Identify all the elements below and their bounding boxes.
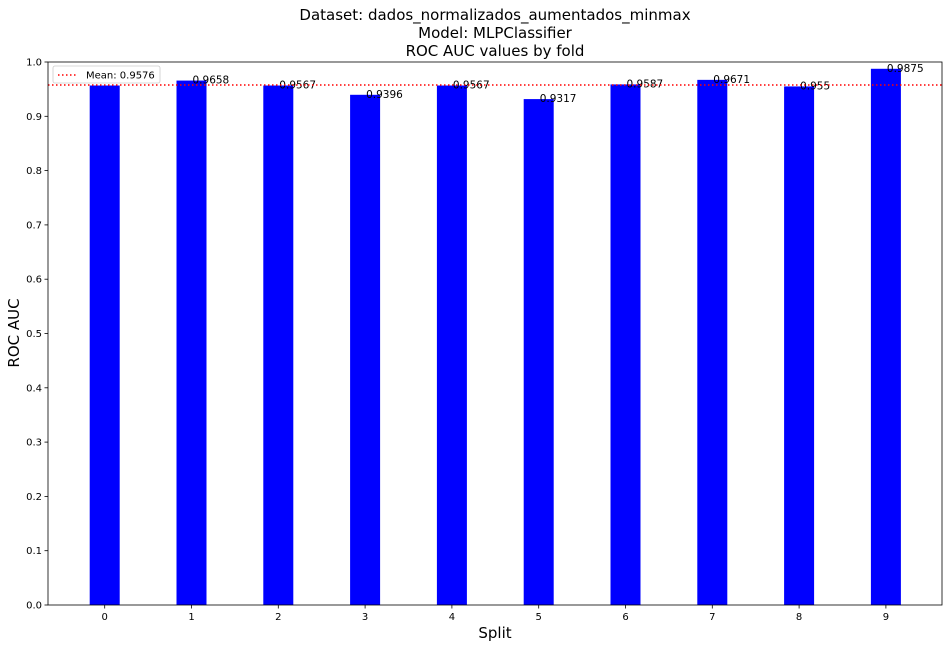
x-tick-label-3: 3 xyxy=(362,612,368,623)
x-tick-label-8: 8 xyxy=(796,612,802,623)
chart-title: Dataset: dados_normalizados_aumentados_m… xyxy=(299,6,690,60)
data-label-split-4: 0.9567 xyxy=(453,80,490,92)
y-tick-label-0.1: 0.1 xyxy=(26,546,42,557)
legend: Mean: 0.9576 xyxy=(52,65,161,84)
data-label-split-3: 0.9396 xyxy=(366,89,403,101)
data-label-split-9: 0.9875 xyxy=(887,63,924,75)
x-axis-label: Split xyxy=(478,624,511,642)
x-tick-label-5: 5 xyxy=(536,612,542,623)
bar-split-3 xyxy=(350,94,381,605)
x-tick-label-2: 2 xyxy=(275,612,281,623)
y-tick-label-0.5: 0.5 xyxy=(26,329,42,340)
chart-title-line-3: ROC AUC values by fold xyxy=(406,42,585,60)
x-axis: 0 1 2 3 4 5 6 7 8 9 xyxy=(102,605,889,623)
bar-split-1 xyxy=(176,80,207,605)
bar-split-8 xyxy=(784,86,815,605)
x-tick-label-0: 0 xyxy=(102,612,108,623)
y-tick-label-0.3: 0.3 xyxy=(26,438,42,449)
data-label-split-7: 0.9671 xyxy=(713,74,750,86)
bar-split-5 xyxy=(523,99,554,605)
y-tick-label-0.7: 0.7 xyxy=(26,220,42,231)
y-tick-label-1.0: 1.0 xyxy=(26,58,42,69)
y-axis: 0.0 0.1 0.2 0.3 0.4 0.5 0.6 0.7 0.8 0.9 1.0 xyxy=(26,58,48,612)
x-tick-label-4: 4 xyxy=(449,612,455,623)
bar-split-9 xyxy=(870,68,901,606)
bar-split-4 xyxy=(436,85,467,605)
y-tick-label-0.0: 0.0 xyxy=(26,601,42,612)
x-tick-label-7: 7 xyxy=(709,612,715,623)
data-label-split-1: 0.9658 xyxy=(193,75,230,87)
bar-split-6 xyxy=(610,84,641,605)
y-tick-label-0.2: 0.2 xyxy=(26,492,42,503)
bar-split-7 xyxy=(697,79,728,606)
y-tick-label-0.9: 0.9 xyxy=(26,112,42,123)
y-tick-label-0.4: 0.4 xyxy=(26,383,42,394)
x-tick-label-9: 9 xyxy=(883,612,889,623)
y-tick-label-0.6: 0.6 xyxy=(26,275,42,286)
y-tick-label-0.8: 0.8 xyxy=(26,166,42,177)
legend-mean-label: Mean: 0.9576 xyxy=(86,71,155,82)
x-tick-label-6: 6 xyxy=(622,612,628,623)
x-tick-label-1: 1 xyxy=(188,612,194,623)
bars-group xyxy=(89,68,901,606)
chart-title-line-2: Model: MLPClassifier xyxy=(418,24,573,42)
y-axis-label: ROC AUC xyxy=(5,298,23,367)
data-label-split-2: 0.9567 xyxy=(279,80,316,92)
data-label-split-8: 0.955 xyxy=(800,80,830,92)
bar-split-2 xyxy=(263,85,294,605)
legend-box xyxy=(52,65,161,84)
chart-title-line-1: Dataset: dados_normalizados_aumentados_m… xyxy=(299,6,690,25)
bar-split-0 xyxy=(89,85,120,605)
data-label-split-5: 0.9317 xyxy=(540,93,577,105)
